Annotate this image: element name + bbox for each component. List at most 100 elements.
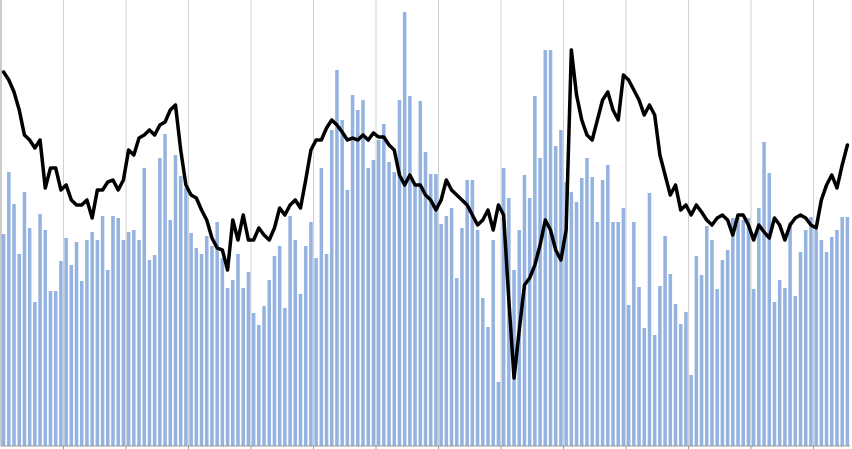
bar [829, 237, 834, 446]
bar [366, 168, 370, 446]
bar [663, 236, 667, 446]
bar [621, 208, 626, 446]
bar [559, 130, 563, 446]
bar [434, 174, 438, 446]
bar [840, 217, 844, 446]
bar [668, 274, 673, 446]
bar [809, 217, 813, 446]
bar [777, 280, 782, 446]
bar [371, 160, 376, 446]
bar [637, 287, 641, 446]
bar [309, 222, 313, 446]
bar [767, 173, 772, 446]
bar [178, 176, 183, 446]
bar [189, 233, 193, 446]
bar [152, 255, 157, 446]
bar [616, 222, 620, 446]
bar [564, 182, 568, 446]
bar [194, 248, 199, 446]
bar [303, 246, 308, 446]
bar [64, 238, 68, 446]
bar [678, 324, 683, 446]
bar [340, 120, 344, 446]
bar [210, 246, 214, 446]
bar [491, 240, 495, 446]
bar [824, 252, 829, 446]
bar [298, 294, 303, 446]
bar [413, 184, 417, 446]
bar [361, 100, 365, 446]
bar [606, 165, 610, 446]
bar [163, 134, 167, 446]
bar [814, 230, 818, 446]
bar [277, 246, 282, 446]
bar [220, 258, 225, 446]
bar [121, 240, 126, 446]
bar [496, 382, 501, 446]
bar [288, 216, 292, 446]
bar [272, 256, 277, 446]
bar [173, 155, 178, 446]
bar [402, 12, 407, 446]
bar [27, 228, 32, 446]
bar [106, 270, 110, 446]
bar [720, 260, 725, 446]
bar [569, 192, 574, 446]
bar [324, 254, 329, 446]
bar [788, 222, 792, 446]
bar [100, 216, 105, 446]
line [1, 48, 850, 380]
bar [137, 240, 141, 446]
bar [116, 218, 120, 446]
bar [444, 216, 449, 446]
bar [314, 258, 318, 446]
bar [69, 265, 74, 446]
bar [132, 230, 136, 446]
bar [418, 101, 423, 446]
bar [439, 224, 443, 446]
bar [819, 240, 824, 446]
bar [423, 152, 428, 446]
bar [710, 240, 714, 446]
bar [356, 110, 360, 446]
bar [231, 280, 235, 446]
bar [329, 130, 334, 446]
bar [658, 286, 662, 446]
bar [267, 280, 272, 446]
bar [246, 272, 251, 446]
bar [257, 325, 261, 446]
bar [59, 261, 63, 446]
bar [74, 242, 79, 446]
bar [204, 236, 209, 446]
bar [293, 240, 298, 446]
bar [147, 260, 152, 446]
bar [262, 306, 266, 446]
bar [7, 172, 11, 446]
bar [79, 281, 84, 446]
bar [454, 278, 459, 446]
bar [319, 168, 324, 446]
bar [335, 70, 339, 446]
bar [746, 218, 751, 446]
bar [38, 214, 42, 446]
bar [408, 96, 412, 446]
bar [387, 162, 391, 446]
bar [731, 218, 735, 446]
bar [142, 168, 147, 446]
bar [689, 375, 693, 446]
bar [642, 328, 647, 446]
bar [835, 230, 839, 446]
bar [481, 298, 485, 446]
bar [199, 254, 204, 446]
bar [33, 302, 37, 446]
bar [694, 256, 699, 446]
bar [486, 327, 490, 446]
bar [751, 289, 756, 446]
bar [600, 180, 605, 446]
bar [845, 217, 850, 446]
bar [12, 204, 16, 446]
bar [538, 158, 542, 446]
bar [53, 291, 58, 446]
bar [225, 288, 230, 446]
bar [757, 208, 761, 446]
